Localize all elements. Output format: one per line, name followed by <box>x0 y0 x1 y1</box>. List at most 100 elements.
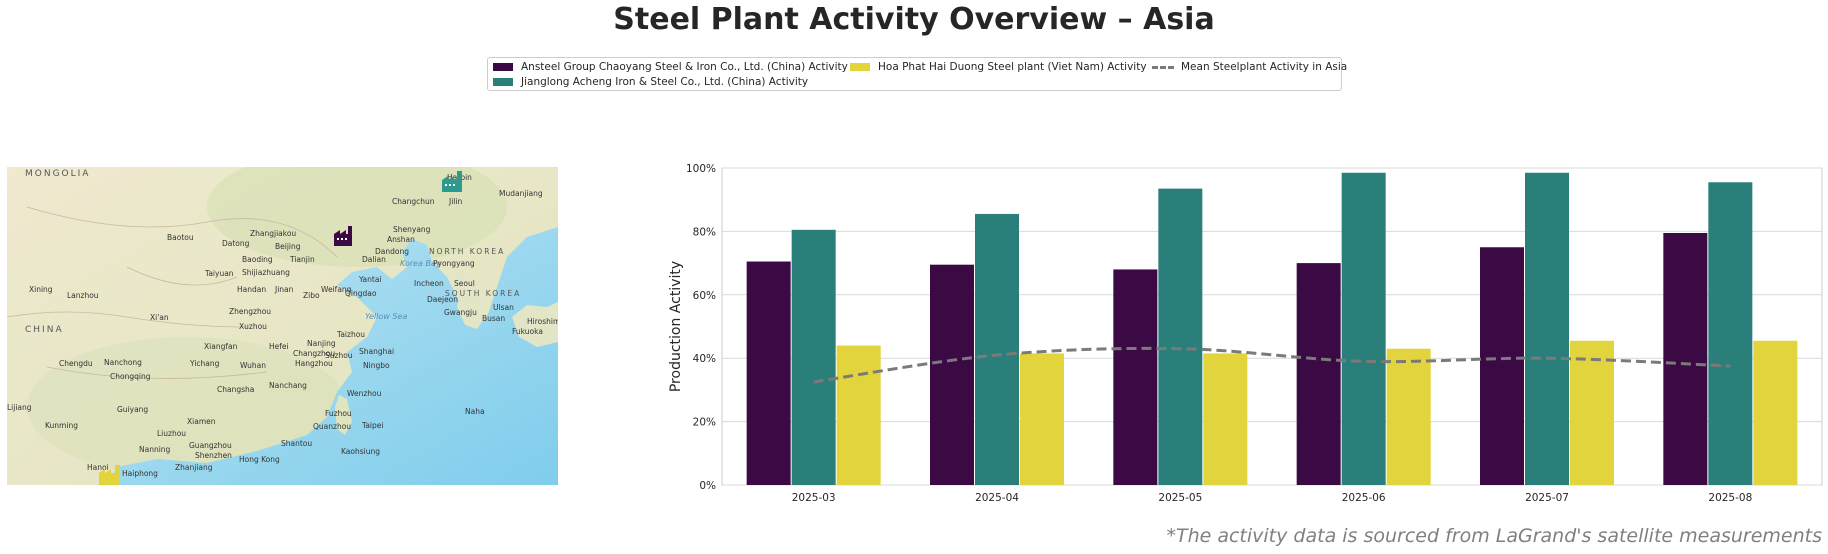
plant-location-map[interactable]: MONGOLIA CHINA NORTH KOREA SOUTH KOREA K… <box>7 167 558 485</box>
bar-ansteel <box>1113 269 1158 485</box>
map-label-city: Ulsan <box>493 303 514 312</box>
map-label-city: Hiroshima <box>527 317 558 326</box>
x-tick-label: 2025-03 <box>792 492 836 504</box>
map-label-city: Anshan <box>387 235 415 244</box>
map-label-city: Seoul <box>454 279 475 288</box>
map-label-city: Gwangju <box>444 308 477 317</box>
map-label-city: Handan <box>237 285 267 294</box>
legend-label: Jianglong Acheng Iron & Steel Co., Ltd. … <box>521 76 809 88</box>
factory-marker-jianglong-icon[interactable] <box>441 169 465 193</box>
map-label-korea-bay: Korea Bay <box>400 259 441 268</box>
map-label-city: Yichang <box>190 359 220 368</box>
map-label-city: Kunming <box>45 421 78 430</box>
y-tick-label: 60% <box>693 290 716 302</box>
map-label-city: Lijiang <box>7 403 32 412</box>
legend-label: Hoa Phat Hai Duong Steel plant (Viet Nam… <box>878 61 1147 73</box>
bar-jianglong <box>1708 182 1753 485</box>
bar-jianglong <box>1341 172 1386 485</box>
bar-hoa-phat <box>1386 348 1431 485</box>
map-label-city: Zhengzhou <box>229 307 272 316</box>
y-tick-label: 80% <box>693 226 716 238</box>
legend-label: Mean Steelplant Activity in Asia <box>1181 61 1348 73</box>
map-label-city: Hanoi <box>87 463 109 472</box>
map-label-city: Xiangfan <box>204 342 238 351</box>
map-label-city: Shantou <box>281 439 313 448</box>
map-label-city: Nanchong <box>104 358 142 367</box>
map-label-city: Changsha <box>217 385 255 394</box>
map-label-city: Wenzhou <box>347 389 382 398</box>
factory-marker-ansteel-icon[interactable] <box>333 225 355 247</box>
x-tick-label: 2025-04 <box>975 492 1019 504</box>
map-label-city: Guangzhou <box>189 441 232 450</box>
map-label-city: Taizhou <box>337 330 366 339</box>
bar-jianglong <box>1525 172 1569 485</box>
legend-item-ansteel: Ansteel Group Chaoyang Steel & Iron Co.,… <box>493 61 848 73</box>
map-label-city: Incheon <box>414 279 444 288</box>
map-label-china: CHINA <box>25 325 64 335</box>
map-label-city: Nanning <box>139 445 171 454</box>
bars <box>746 172 1798 486</box>
map-label-city: Hong Kong <box>239 455 280 464</box>
map-label-city: Shenyang <box>393 225 431 234</box>
bar-ansteel <box>1663 232 1708 485</box>
map-label-city: Tianjin <box>290 255 315 264</box>
map-label-city: Jilin <box>449 197 463 206</box>
map-label-south-korea: SOUTH KOREA <box>445 289 522 298</box>
map-label-city: Nanjing <box>307 339 336 348</box>
map-label-city: Fukuoka <box>512 327 543 336</box>
map-label-mongolia: MONGOLIA <box>25 169 91 179</box>
map-label-city: Guiyang <box>117 405 149 414</box>
map-label-city: Chengdu <box>59 359 93 368</box>
map-label-city: Weifang <box>321 285 352 294</box>
legend-swatch <box>493 78 513 86</box>
y-tick-label: 40% <box>693 353 716 365</box>
bar-hoa-phat <box>1203 353 1248 485</box>
y-tick-label: 100% <box>686 163 716 175</box>
bar-hoa-phat <box>1753 340 1798 485</box>
x-tick-label: 2025-07 <box>1525 492 1569 504</box>
page-title: Steel Plant Activity Overview – Asia <box>613 2 1215 37</box>
chart-legend: Ansteel Group Chaoyang Steel & Iron Co.,… <box>487 57 1347 91</box>
bar-jianglong <box>791 229 836 485</box>
bar-hoa-phat <box>836 345 881 485</box>
map-label-city: Qingdao <box>345 289 377 298</box>
map-label-city: Beijing <box>275 242 301 251</box>
map-label-city: Lanzhou <box>67 291 99 300</box>
mean-activity-line <box>813 346 1731 384</box>
bar-ansteel <box>1480 247 1524 485</box>
map-label-city: Busan <box>482 314 506 323</box>
x-tick-label: 2025-05 <box>1158 492 1202 504</box>
map-label-city: Xi'an <box>150 313 169 322</box>
map-label-city: Datong <box>222 239 250 248</box>
y-tick-label: 0% <box>699 480 716 492</box>
bar-ansteel <box>930 264 974 485</box>
map-label-city: Mudanjiang <box>499 189 543 198</box>
map-label-city: Baotou <box>167 233 194 242</box>
factory-marker-hoa-phat-icon[interactable] <box>98 463 124 485</box>
map-label-city: Zibo <box>303 291 320 300</box>
map-label-city: Nanchang <box>269 381 307 390</box>
plot-area <box>721 167 1823 486</box>
map-label-city: Liuzhou <box>157 429 187 438</box>
map-label-city: Changzhou <box>293 349 336 358</box>
map-label-city: Changchun <box>392 197 435 206</box>
map-label-city: Shenzhen <box>195 451 232 460</box>
x-tick-label: 2025-08 <box>1708 492 1752 504</box>
map-label-city: Taipei <box>362 421 384 430</box>
map-label-city: Baoding <box>242 255 273 264</box>
map-label-city: Suzhou <box>325 351 353 360</box>
legend-item-hoa-phat: Hoa Phat Hai Duong Steel plant (Viet Nam… <box>850 61 1147 73</box>
map-label-city: Hefei <box>269 342 289 351</box>
map-label-city: Xiamen <box>187 417 216 426</box>
map-label-city: Wuhan <box>240 361 267 370</box>
y-axis-label: Production Activity <box>668 261 684 392</box>
map-label-city: Xuzhou <box>239 322 267 331</box>
map-label-city: Yantai <box>359 275 382 284</box>
map-label-city: Haiphong <box>122 469 158 478</box>
bar-ansteel <box>1296 263 1341 485</box>
map-label-city: Fuzhou <box>325 409 352 418</box>
map-label-city: Dandong <box>375 247 409 256</box>
x-tick-label: 2025-06 <box>1342 492 1386 504</box>
legend-item-mean: Mean Steelplant Activity in Asia <box>1152 61 1347 73</box>
map-label-city: Zhanjiang <box>175 463 213 472</box>
